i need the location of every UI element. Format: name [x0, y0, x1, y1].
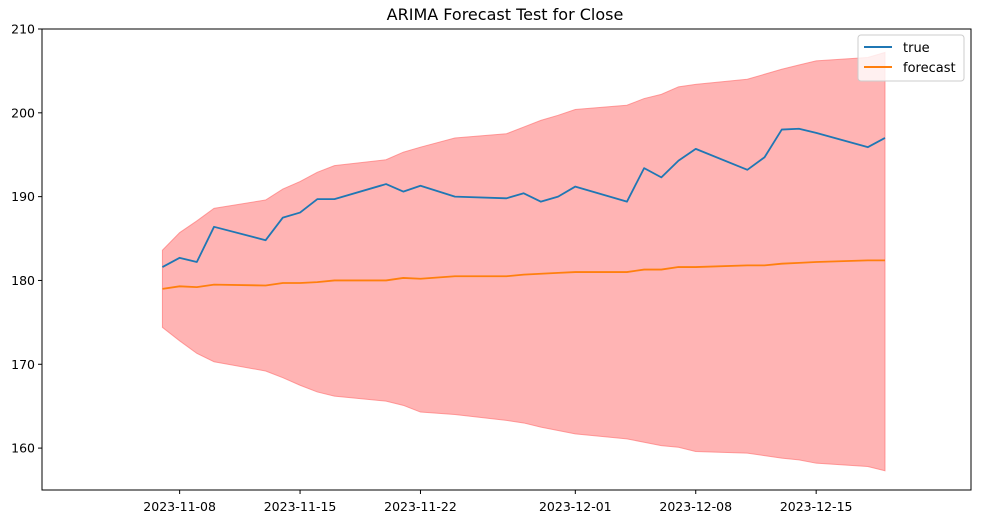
- data-point-forecast: [815, 261, 817, 263]
- data-point-forecast: [574, 271, 576, 273]
- y-tick-label: 210: [11, 22, 35, 37]
- data-point-forecast: [557, 272, 559, 274]
- data-point-true: [161, 266, 163, 268]
- data-point-true: [179, 257, 181, 259]
- data-point-forecast: [643, 269, 645, 271]
- data-point-forecast: [540, 273, 542, 275]
- data-point-true: [265, 239, 267, 241]
- x-tick-label: 2023-12-15: [780, 499, 853, 514]
- data-point-forecast: [333, 279, 335, 281]
- data-point-true: [523, 192, 525, 194]
- x-tick-label: 2023-11-15: [264, 499, 337, 514]
- data-point-forecast: [419, 278, 421, 280]
- data-point-forecast: [282, 282, 284, 284]
- data-point-true: [798, 128, 800, 130]
- y-tick-label: 180: [11, 273, 35, 288]
- data-point-forecast: [764, 264, 766, 266]
- data-point-forecast: [265, 284, 267, 286]
- data-point-true: [196, 261, 198, 263]
- data-point-forecast: [506, 275, 508, 277]
- legend: true forecast: [857, 34, 965, 82]
- data-point-true: [506, 197, 508, 199]
- data-point-forecast: [299, 282, 301, 284]
- data-point-forecast: [746, 264, 748, 266]
- data-point-forecast: [781, 263, 783, 265]
- legend-label-true: true: [903, 41, 930, 56]
- data-point-true: [385, 183, 387, 185]
- x-tick-label: 2023-11-22: [384, 499, 457, 514]
- data-point-forecast: [213, 284, 215, 286]
- data-point-true: [815, 132, 817, 134]
- data-point-forecast: [523, 274, 525, 276]
- confidence-interval-band: [161, 51, 886, 472]
- data-point-true: [678, 160, 680, 162]
- y-tick-label: 170: [11, 357, 35, 372]
- data-point-forecast: [196, 286, 198, 288]
- data-point-forecast: [161, 288, 163, 290]
- chart-title: ARIMA Forecast Test for Close: [387, 5, 624, 24]
- data-point-true: [402, 191, 404, 193]
- data-point-forecast: [626, 271, 628, 273]
- data-point-forecast: [678, 266, 680, 268]
- data-point-true: [282, 217, 284, 219]
- data-point-true: [746, 169, 748, 171]
- data-point-forecast: [179, 285, 181, 287]
- legend-label-forecast: forecast: [903, 61, 956, 76]
- data-point-forecast: [884, 259, 886, 261]
- data-point-true: [660, 176, 662, 178]
- y-tick-label: 160: [11, 441, 35, 456]
- data-point-true: [316, 198, 318, 200]
- data-point-forecast: [385, 279, 387, 281]
- data-point-true: [299, 212, 301, 214]
- data-point-true: [867, 146, 869, 148]
- axis-ticks: 2023-11-08 2023-11-15 2023-11-22 2023-12-01…: [11, 22, 852, 515]
- y-tick-label: 200: [11, 105, 35, 120]
- y-tick-label: 190: [11, 189, 35, 204]
- data-point-forecast: [316, 281, 318, 283]
- data-point-true: [781, 129, 783, 131]
- x-tick-label: 2023-11-08: [143, 499, 216, 514]
- data-point-true: [454, 196, 456, 198]
- data-point-true: [419, 185, 421, 187]
- data-point-true: [884, 137, 886, 139]
- data-point-true: [540, 201, 542, 203]
- data-point-true: [574, 186, 576, 188]
- data-point-true: [213, 226, 215, 228]
- data-point-forecast: [695, 266, 697, 268]
- data-point-forecast: [660, 269, 662, 271]
- data-point-forecast: [454, 275, 456, 277]
- data-point-true: [626, 201, 628, 203]
- data-point-true: [557, 196, 559, 198]
- data-point-forecast: [798, 262, 800, 264]
- data-point-true: [764, 156, 766, 158]
- x-tick-label: 2023-12-08: [659, 499, 732, 514]
- plot-area: [161, 51, 886, 472]
- series-line-forecast: [162, 259, 885, 290]
- x-tick-label: 2023-12-01: [539, 499, 612, 514]
- data-point-true: [643, 167, 645, 169]
- data-point-true: [695, 148, 697, 150]
- data-point-forecast: [402, 277, 404, 279]
- data-point-forecast: [867, 259, 869, 261]
- series-line-true: [162, 127, 886, 268]
- axes-frame: [41, 28, 972, 491]
- data-point-true: [333, 198, 335, 200]
